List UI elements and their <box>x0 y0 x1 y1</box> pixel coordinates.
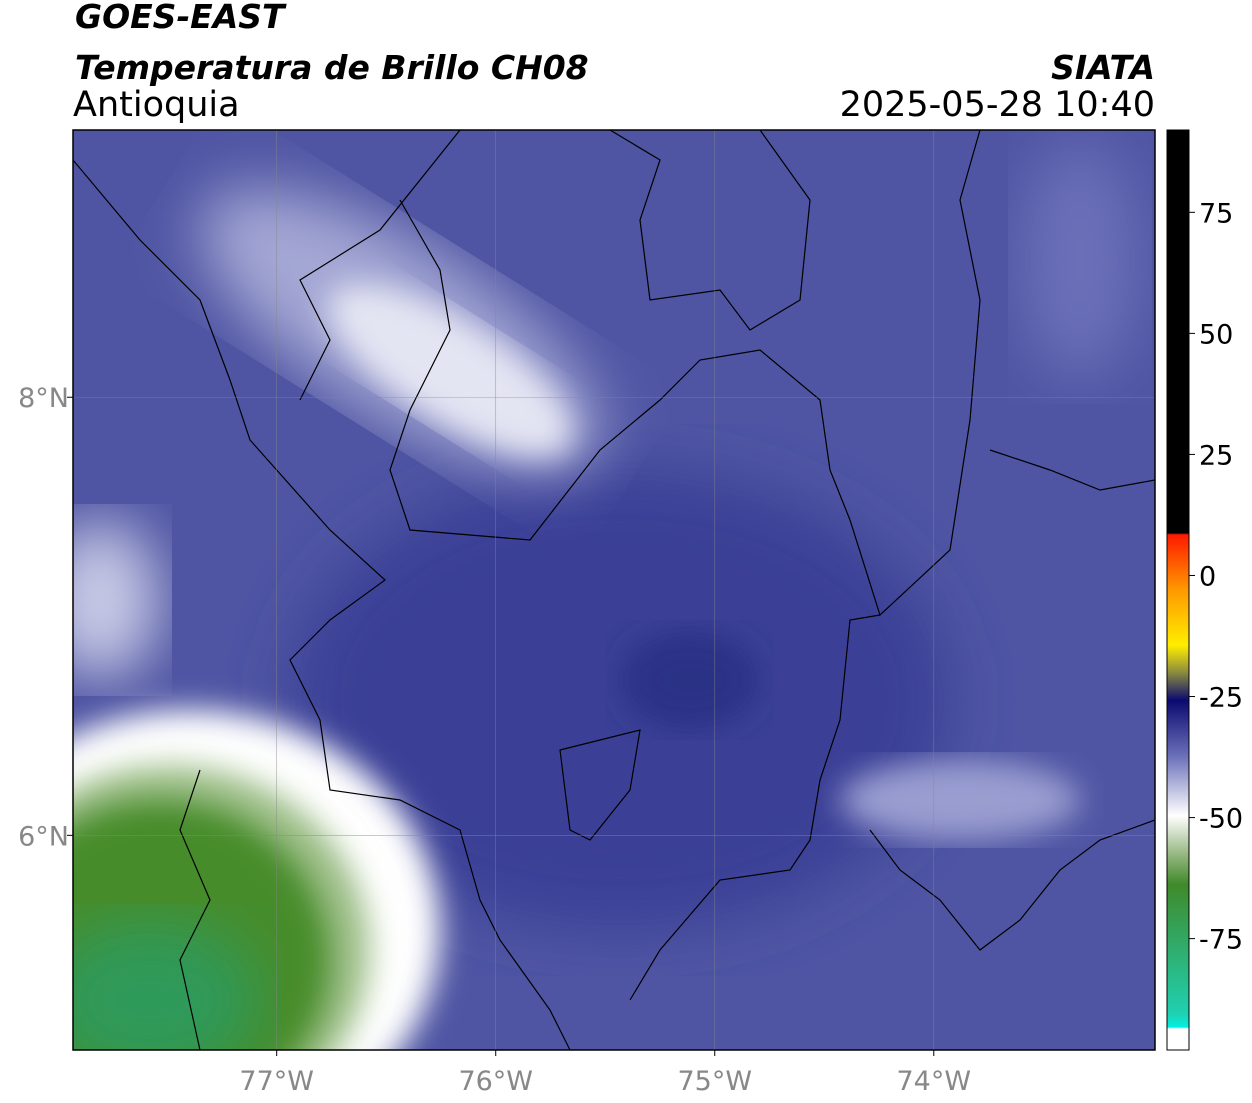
colorbar-tick-label: 25 <box>1199 440 1233 471</box>
lon-tick-label: 76°W <box>458 1066 533 1097</box>
source: SIATA <box>1051 48 1155 87</box>
lon-tick-label: 77°W <box>239 1066 314 1097</box>
lon-tick-label: 75°W <box>677 1066 752 1097</box>
colorbar-tick-label: 0 <box>1199 561 1216 592</box>
colorbar-tick-label: -75 <box>1199 925 1243 956</box>
colorbar <box>1166 129 1190 1051</box>
colorbar-tick-label: -25 <box>1199 683 1243 714</box>
lat-tick-label: 8°N <box>18 383 69 414</box>
map-image <box>73 130 1155 1050</box>
title: GOES-EAST <box>75 0 287 36</box>
timestamp: 2025-05-28 10:40 <box>840 85 1155 125</box>
region: Antioquia <box>73 85 240 125</box>
colorbar-tick-label: 50 <box>1199 319 1233 350</box>
lon-tick-label: 74°W <box>897 1066 972 1097</box>
colorbar-tick-label: 75 <box>1199 198 1233 229</box>
colorbar-tick-label: -50 <box>1199 804 1243 835</box>
lat-tick-label: 6°N <box>18 821 69 852</box>
subtitle: Temperatura de Brillo CH08 <box>75 48 589 87</box>
grid <box>73 130 1155 1050</box>
labels: 77°W 76°W 75°W 74°W 8°N 6°N 75 50 25 0 -25 -50 -75 <box>18 198 1243 1097</box>
map-frame <box>72 129 1156 1051</box>
